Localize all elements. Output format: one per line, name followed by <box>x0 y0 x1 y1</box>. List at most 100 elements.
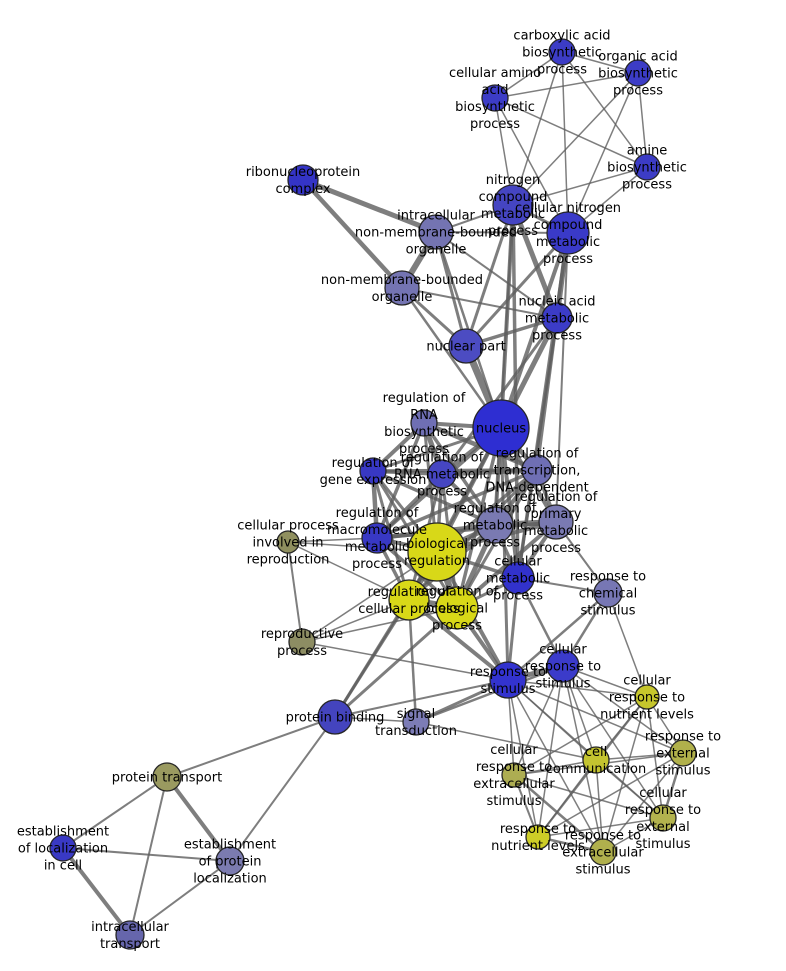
graph-edge <box>301 641 509 681</box>
labels-layer: carboxylic acid biosynthetic processorgani… <box>17 29 721 953</box>
graph-node-signaltrans[interactable] <box>402 708 430 736</box>
graph-edge <box>464 204 515 347</box>
graph-node-nuclearpart[interactable] <box>448 328 484 364</box>
node-label-regtrans: regulation of transcription, DNA-dependent <box>485 447 588 496</box>
graph-node-regrnabio[interactable] <box>410 409 438 437</box>
node-label-reproproc: reproductive process <box>261 627 343 659</box>
graph-edge <box>301 607 458 643</box>
graph-edge <box>555 232 569 523</box>
node-label-proteinbind: protein binding <box>286 711 385 726</box>
graph-edge <box>302 177 437 235</box>
graph-edge <box>507 679 539 838</box>
graph-node-amine[interactable] <box>633 153 661 181</box>
graph-edge <box>561 51 569 234</box>
graph-edge <box>561 51 648 168</box>
node-label-cellrespstim: cellular response to stimulus <box>525 643 601 692</box>
nodes-layer <box>49 38 697 950</box>
graph-node-cellnitrogen[interactable] <box>546 211 590 255</box>
node-label-carboxylic: carboxylic acid biosynthetic process <box>513 29 610 78</box>
graph-edge <box>333 599 411 718</box>
node-label-intraorg: intracellular non-membrane-bounded organel… <box>355 209 517 258</box>
graph-edge <box>507 679 604 853</box>
node-label-amine: amine biosynthetic process <box>607 144 687 193</box>
graph-edge <box>537 752 684 838</box>
graph-node-cellprocrepro[interactable] <box>276 530 300 554</box>
graph-node-nucleus[interactable] <box>472 399 530 457</box>
graph-node-respext[interactable] <box>669 739 697 767</box>
graph-edge <box>512 72 639 206</box>
node-label-regcellproc: regulation of cellular process <box>358 585 460 617</box>
graph-node-estprotloc[interactable] <box>215 846 245 876</box>
graph-node-cellrespextra[interactable] <box>501 762 527 788</box>
graph-edge <box>229 716 336 862</box>
graph-node-nmborg[interactable] <box>384 270 420 306</box>
graph-node-bioreg[interactable] <box>407 522 467 582</box>
graph-node-respchem[interactable] <box>593 578 623 608</box>
graph-edge <box>646 696 664 819</box>
graph-edge <box>61 846 132 937</box>
graph-edge <box>537 665 564 838</box>
graph-edge <box>637 72 648 168</box>
graph-node-cellrespstim[interactable] <box>546 649 580 683</box>
graph-node-cellrespnutr[interactable] <box>634 684 660 710</box>
graph-edge <box>62 847 231 862</box>
graph-edge <box>435 231 558 319</box>
graph-node-cellcomm[interactable] <box>582 746 610 774</box>
graph-edge <box>334 679 509 718</box>
graph-node-reggene[interactable] <box>359 457 387 485</box>
graph-edge <box>567 72 639 234</box>
graph-node-respnutr[interactable] <box>525 824 551 850</box>
node-label-nuclearpart: nuclear part <box>426 340 505 355</box>
graph-node-cellrespext[interactable] <box>649 804 677 832</box>
node-label-aminoacid: cellular amino acid biosynthetic process <box>449 66 541 132</box>
graph-edge <box>334 606 458 719</box>
node-label-regrnabio: regulation of RNA biosynthetic process <box>383 391 466 457</box>
node-label-cellrespnutr: cellular response to nutrient levels <box>600 674 694 723</box>
node-label-prottransport: protein transport <box>112 771 222 786</box>
node-label-intratransport: intracellular transport <box>91 920 169 952</box>
graph-node-organicacid[interactable] <box>624 59 652 87</box>
graph-edge <box>595 759 664 819</box>
graph-node-regbioproc[interactable] <box>435 586 479 630</box>
graph-node-intratransport[interactable] <box>115 920 145 950</box>
graph-node-aminoacid[interactable] <box>481 84 509 112</box>
graph-node-respextra[interactable] <box>589 838 617 866</box>
graph-edge <box>376 468 538 540</box>
graph-edge <box>166 716 336 778</box>
node-label-estprotloc: establishment of protein localization <box>184 838 276 887</box>
graph-edge <box>595 759 604 853</box>
graph-edge <box>562 665 684 754</box>
node-label-respext: response to external stimulus <box>645 730 721 779</box>
graph-node-regmet[interactable] <box>476 506 514 544</box>
node-label-regmet: regulation of metabolic process <box>454 502 537 551</box>
graph-node-regmacro[interactable] <box>361 522 393 554</box>
node-label-respchem: response to chemical stimulus <box>570 570 646 619</box>
node-label-cellcomm: cell communication <box>546 745 647 777</box>
graph-node-intraorg[interactable] <box>418 214 454 250</box>
node-label-regrnamet: regulation of RNA metabolic process <box>394 451 490 500</box>
graph-node-nucleicacid[interactable] <box>541 302 573 334</box>
graph-node-regcellproc[interactable] <box>388 579 430 621</box>
node-label-signaltrans: signal transduction <box>375 707 457 739</box>
graph-node-regprimary[interactable] <box>538 504 574 540</box>
graph-node-respstim[interactable] <box>489 661 527 699</box>
graph-node-carboxylic[interactable] <box>548 38 576 66</box>
graph-node-regrnamet[interactable] <box>427 459 457 489</box>
graph-node-reproproc[interactable] <box>288 628 316 656</box>
graph-node-ribo[interactable] <box>287 164 319 196</box>
graph-node-proteinbind[interactable] <box>317 699 353 735</box>
graph-edge <box>494 97 569 234</box>
graph-edge <box>516 317 559 579</box>
graph-node-prottransport[interactable] <box>152 762 182 792</box>
node-label-nmborg: non-membrane-bounded organelle <box>321 273 483 305</box>
node-label-ribo: ribonucleoprotein complex <box>246 165 361 197</box>
graph-edge <box>129 776 168 936</box>
graph-node-estloccell[interactable] <box>49 834 77 862</box>
node-label-bioreg: biological regulation <box>404 537 470 569</box>
node-label-cellnitrogen: cellular nitrogen compound metabolic proces… <box>515 201 621 267</box>
graph-node-cellmet[interactable] <box>501 561 535 595</box>
graph-node-regtrans[interactable] <box>521 454 553 486</box>
node-label-nitrogencmp: nitrogen compound metabolic process <box>479 173 548 239</box>
node-label-respstim: response to stimulus <box>470 665 546 697</box>
graph-node-nitrogencmp[interactable] <box>492 184 534 226</box>
